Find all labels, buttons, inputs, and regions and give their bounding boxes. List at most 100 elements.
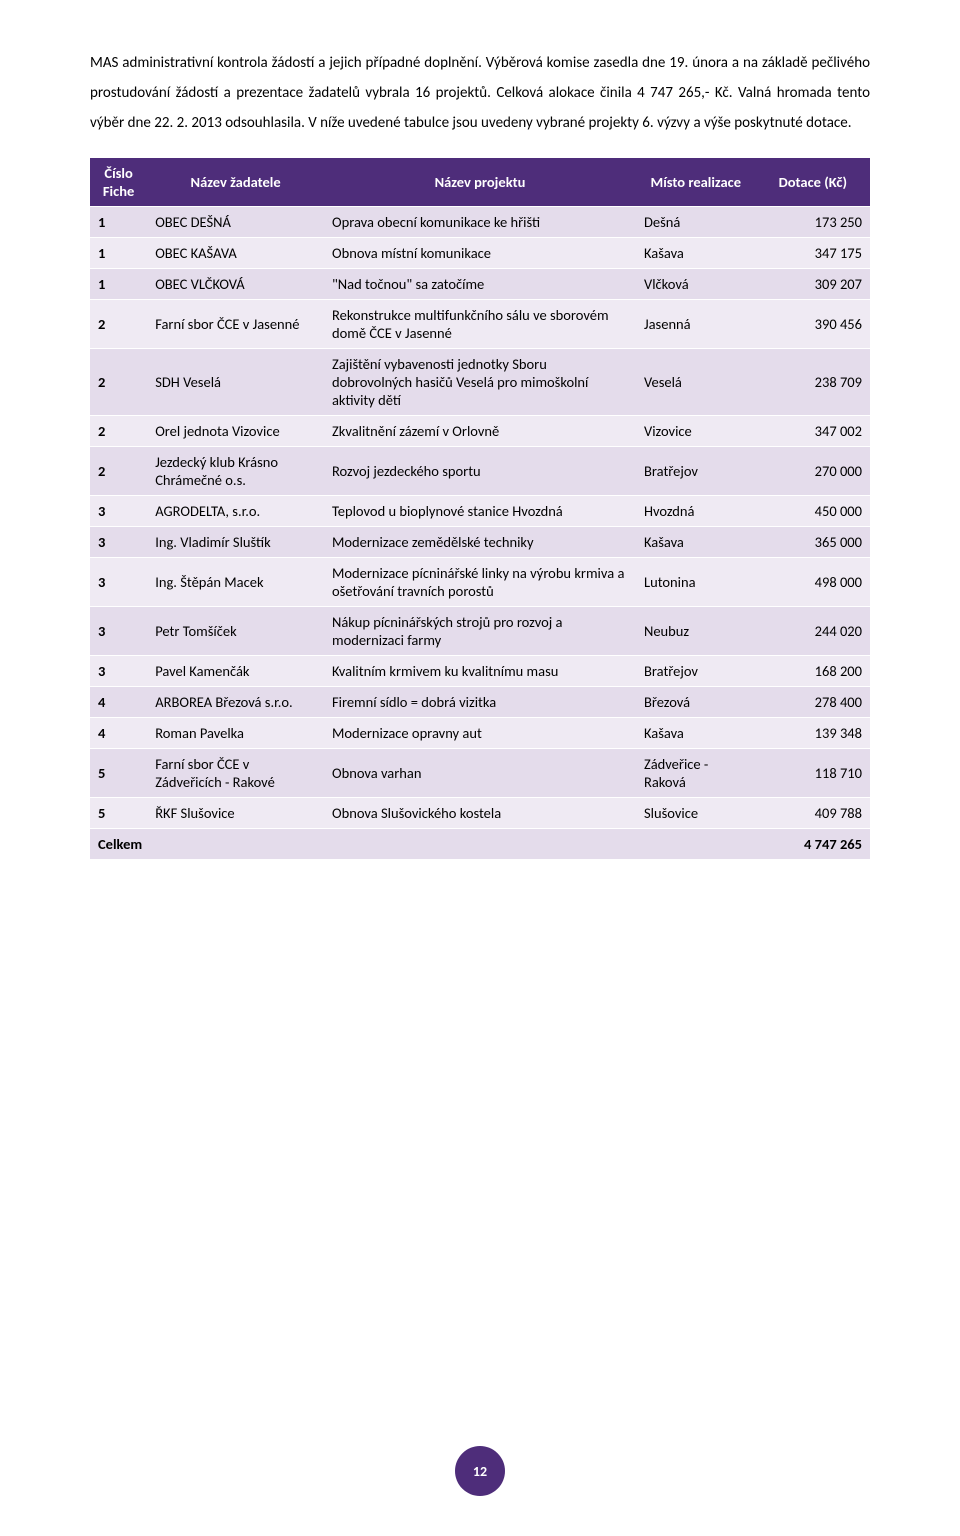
cell-fiche: 1: [90, 207, 147, 238]
cell-place: Jasenná: [636, 300, 756, 349]
cell-project: Teplovod u bioplynové stanice Hvozdná: [324, 496, 636, 527]
cell-fiche: 3: [90, 656, 147, 687]
cell-fiche: 2: [90, 447, 147, 496]
cell-place: Kašava: [636, 238, 756, 269]
cell-project: Modernizace opravny aut: [324, 718, 636, 749]
cell-project: Modernizace pícninářské linky na výrobu …: [324, 558, 636, 607]
cell-amount: 139 348: [756, 718, 870, 749]
table-row: 3Ing. Vladimír SluštíkModernizace zemědě…: [90, 527, 870, 558]
cell-applicant: ARBOREA Březová s.r.o.: [147, 687, 324, 718]
table-row: 2Jezdecký klub Krásno Chrámečné o.s.Rozv…: [90, 447, 870, 496]
page-number: 12: [473, 1463, 487, 1480]
document-page: MAS administrativní kontrola žádostí a j…: [0, 0, 960, 1536]
cell-amount: 244 020: [756, 607, 870, 656]
cell-total-blank: [324, 829, 636, 860]
cell-project: Firemní sídlo = dobrá vizitka: [324, 687, 636, 718]
table-row: 5ŘKF SlušoviceObnova Slušovického kostel…: [90, 798, 870, 829]
cell-fiche: 3: [90, 558, 147, 607]
cell-project: Obnova varhan: [324, 749, 636, 798]
cell-amount: 168 200: [756, 656, 870, 687]
cell-total-blank: [636, 829, 756, 860]
cell-amount: 173 250: [756, 207, 870, 238]
cell-place: Hvozdná: [636, 496, 756, 527]
cell-applicant: OBEC KAŠAVA: [147, 238, 324, 269]
cell-amount: 498 000: [756, 558, 870, 607]
cell-amount: 118 710: [756, 749, 870, 798]
table-row: 3Petr TomšíčekNákup pícninářských strojů…: [90, 607, 870, 656]
cell-project: Kvalitním krmivem ku kvalitnímu masu: [324, 656, 636, 687]
table-row: 2Farní sbor ČCE v JasennéRekonstrukce mu…: [90, 300, 870, 349]
table-row: 4ARBOREA Březová s.r.o.Firemní sídlo = d…: [90, 687, 870, 718]
cell-place: Neubuz: [636, 607, 756, 656]
projects-table: Číslo Fiche Název žadatele Název projekt…: [90, 158, 870, 859]
cell-applicant: Ing. Štěpán Macek: [147, 558, 324, 607]
cell-applicant: Jezdecký klub Krásno Chrámečné o.s.: [147, 447, 324, 496]
intro-paragraph: MAS administrativní kontrola žádostí a j…: [90, 48, 870, 138]
cell-fiche: 5: [90, 749, 147, 798]
cell-project: Rozvoj jezdeckého sportu: [324, 447, 636, 496]
table-row: 1OBEC KAŠAVAObnova místní komunikaceKaša…: [90, 238, 870, 269]
cell-applicant: Orel jednota Vizovice: [147, 416, 324, 447]
cell-project: Zajištění vybavenosti jednotky Sboru dob…: [324, 349, 636, 416]
table-row: 5Farní sbor ČCE v Zádveřicích - RakovéOb…: [90, 749, 870, 798]
cell-amount: 409 788: [756, 798, 870, 829]
cell-fiche: 3: [90, 527, 147, 558]
cell-place: Zádveřice -Raková: [636, 749, 756, 798]
cell-place: Vizovice: [636, 416, 756, 447]
cell-project: Obnova místní komunikace: [324, 238, 636, 269]
cell-amount: 347 175: [756, 238, 870, 269]
cell-fiche: 3: [90, 496, 147, 527]
cell-fiche: 4: [90, 718, 147, 749]
cell-place: Kašava: [636, 527, 756, 558]
cell-applicant: AGRODELTA, s.r.o.: [147, 496, 324, 527]
table-row: 3AGRODELTA, s.r.o.Teplovod u bioplynové …: [90, 496, 870, 527]
cell-place: Dešná: [636, 207, 756, 238]
cell-total-label: Celkem: [90, 829, 324, 860]
cell-applicant: SDH Veselá: [147, 349, 324, 416]
cell-amount: 347 002: [756, 416, 870, 447]
th-project: Název projektu: [324, 158, 636, 207]
cell-applicant: OBEC VLČKOVÁ: [147, 269, 324, 300]
th-fiche: Číslo Fiche: [90, 158, 147, 207]
cell-place: Lutonina: [636, 558, 756, 607]
cell-fiche: 2: [90, 349, 147, 416]
cell-place: Březová: [636, 687, 756, 718]
table-total-row: Celkem 4 747 265: [90, 829, 870, 860]
table-row: 3Pavel KamenčákKvalitním krmivem ku kval…: [90, 656, 870, 687]
cell-applicant: Farní sbor ČCE v Jasenné: [147, 300, 324, 349]
th-applicant: Název žadatele: [147, 158, 324, 207]
table-row: 2Orel jednota VizoviceZkvalitnění zázemí…: [90, 416, 870, 447]
cell-fiche: 1: [90, 269, 147, 300]
cell-place: Kašava: [636, 718, 756, 749]
page-number-badge: 12: [455, 1446, 505, 1496]
cell-applicant: ŘKF Slušovice: [147, 798, 324, 829]
cell-applicant: Farní sbor ČCE v Zádveřicích - Rakové: [147, 749, 324, 798]
table-row: 2SDH VeseláZajištění vybavenosti jednotk…: [90, 349, 870, 416]
table-row: 3Ing. Štěpán MacekModernizace pícninářsk…: [90, 558, 870, 607]
cell-project: Zkvalitnění zázemí v Orlovně: [324, 416, 636, 447]
cell-fiche: 3: [90, 607, 147, 656]
cell-fiche: 5: [90, 798, 147, 829]
th-place: Místo realizace: [636, 158, 756, 207]
cell-amount: 278 400: [756, 687, 870, 718]
th-amount: Dotace (Kč): [756, 158, 870, 207]
cell-project: Nákup pícninářských strojů pro rozvoj a …: [324, 607, 636, 656]
cell-applicant: Roman Pavelka: [147, 718, 324, 749]
cell-place: Bratřejov: [636, 447, 756, 496]
cell-total-amount: 4 747 265: [756, 829, 870, 860]
cell-amount: 270 000: [756, 447, 870, 496]
cell-place: Veselá: [636, 349, 756, 416]
cell-applicant: Ing. Vladimír Sluštík: [147, 527, 324, 558]
cell-applicant: OBEC DEŠNÁ: [147, 207, 324, 238]
table-row: 1OBEC DEŠNÁOprava obecní komunikace ke h…: [90, 207, 870, 238]
cell-amount: 450 000: [756, 496, 870, 527]
table-head: Číslo Fiche Název žadatele Název projekt…: [90, 158, 870, 207]
cell-amount: 238 709: [756, 349, 870, 416]
cell-place: Slušovice: [636, 798, 756, 829]
cell-applicant: Petr Tomšíček: [147, 607, 324, 656]
table-row: 4Roman PavelkaModernizace opravny autKaš…: [90, 718, 870, 749]
cell-project: "Nad točnou" sa zatočíme: [324, 269, 636, 300]
cell-project: Obnova Slušovického kostela: [324, 798, 636, 829]
cell-amount: 365 000: [756, 527, 870, 558]
cell-applicant: Pavel Kamenčák: [147, 656, 324, 687]
